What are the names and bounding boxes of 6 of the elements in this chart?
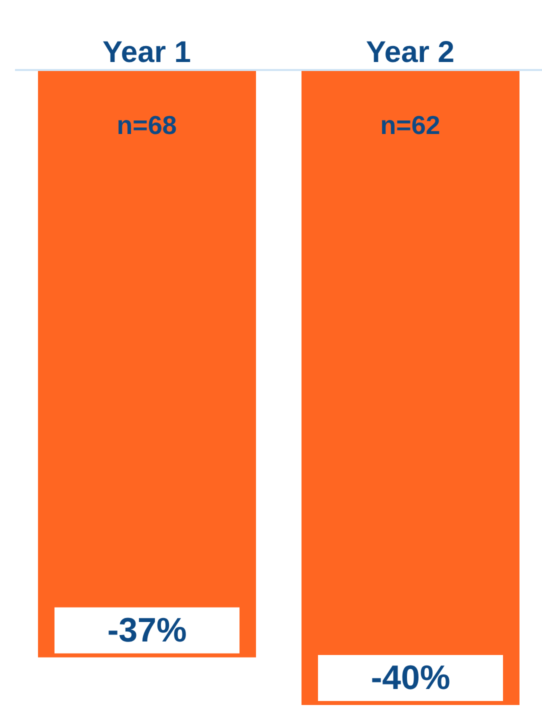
annotation: n=68	[116, 110, 177, 140]
data-label: -40%	[370, 659, 450, 697]
data-label: -37%	[107, 611, 187, 650]
x-tick-label: Year 2	[366, 36, 454, 69]
x-tick-label: Year 1	[102, 36, 191, 69]
annotation: n=62	[380, 110, 440, 140]
